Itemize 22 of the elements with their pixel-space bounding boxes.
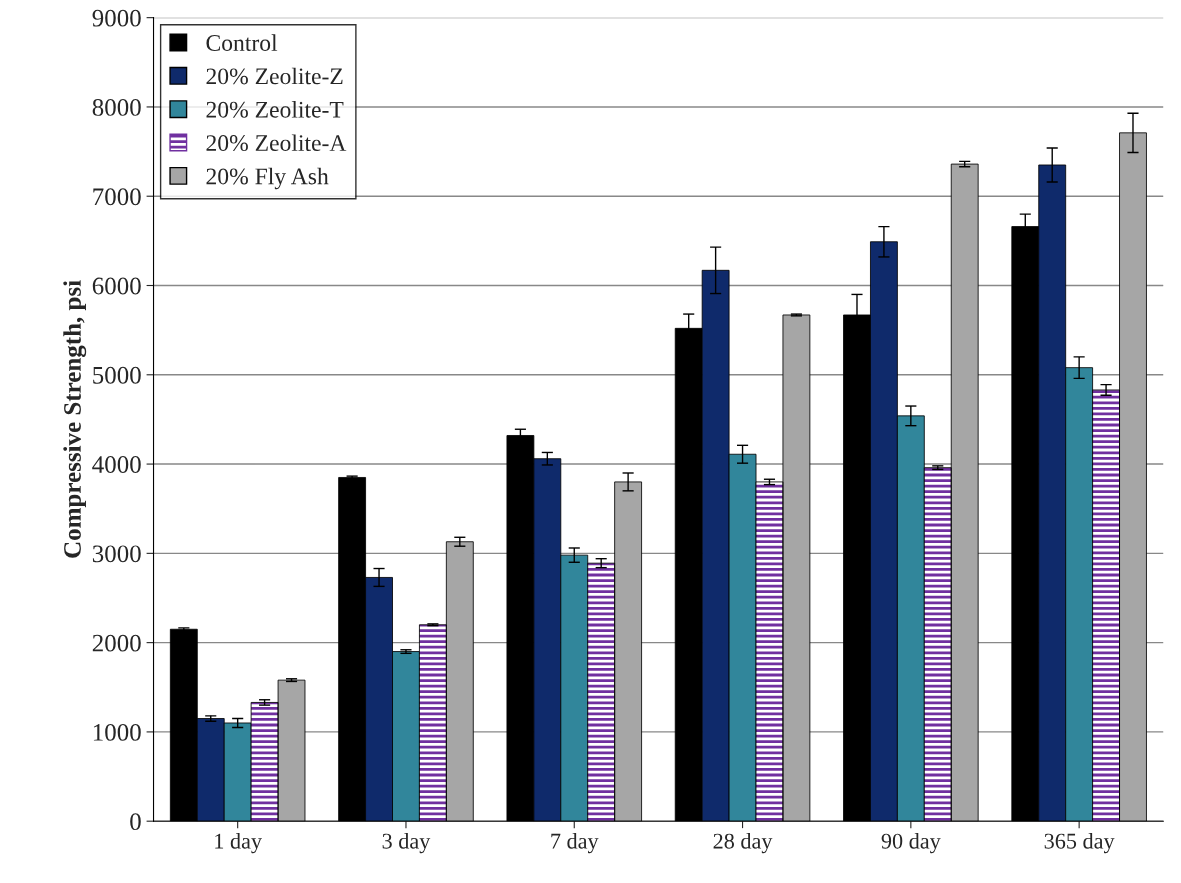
x-tick-label: 90 day [881,833,941,854]
x-tick-label: 1 day [215,833,262,854]
y-tick-label: 6000 [92,277,141,295]
legend-label: 20% Zeolite-A [206,134,347,152]
y-axis-title: Compressive Strength, psi [63,280,87,558]
y-tick-label: 4000 [92,456,141,473]
x-tick-label: 3 day [382,833,431,854]
x-tick-label: 7 day [551,833,599,854]
y-tick-label: 9000 [92,9,141,27]
y-tick-label: 2000 [92,634,141,652]
y-tick-label: 5000 [93,366,141,384]
legend-label: 20% Zeolite-Z [206,67,343,85]
y-tick-label: 0 [130,813,141,831]
y-tick-label: 7000 [93,188,141,206]
legend-label: 20% Zeolite-T [206,101,344,118]
y-tick-label: 1000 [93,723,141,741]
y-tick-label: 8000 [92,98,141,116]
x-tick-label: 365 day [1044,833,1115,854]
x-tick-label: 28 day [713,833,773,854]
y-tick-label: 3000 [92,545,141,563]
legend-label: Control [206,34,278,51]
legend-label: 20% Fly Ash [206,167,329,190]
